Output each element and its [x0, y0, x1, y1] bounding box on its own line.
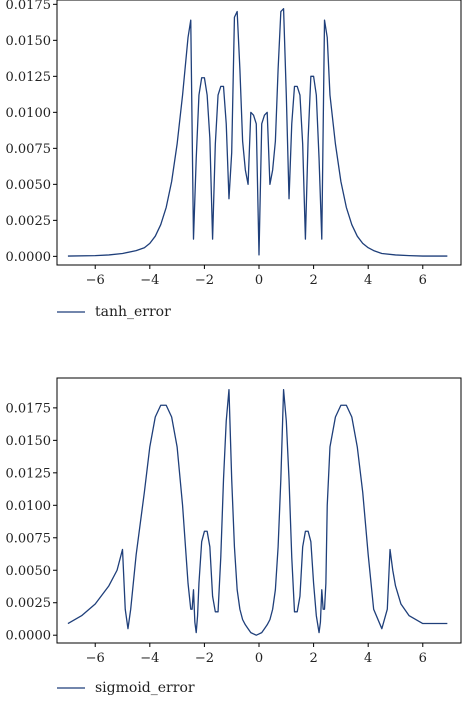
legend: tanh_error: [57, 304, 171, 320]
y-tick-label: 0.0125: [6, 70, 52, 85]
y-tick-label: 0.0025: [6, 214, 52, 229]
legend-label: tanh_error: [95, 304, 171, 320]
series-line-sigmoid_error: [67, 389, 448, 636]
y-tick-label: 0.0150: [6, 434, 52, 449]
legend: sigmoid_error: [57, 680, 195, 696]
y-tick-label: 0.0050: [6, 178, 52, 193]
y-tick-label: 0.0050: [6, 564, 52, 579]
x-tick-label: 4: [364, 273, 372, 288]
x-tick-label: 6: [419, 273, 427, 288]
x-tick-label: 0: [255, 651, 263, 666]
y-tick-label: 0.0075: [6, 142, 52, 157]
chart-1: −6 −4 −2 0 2 4 6 0.0000 0.0025 0.0050 0.0075 0.0100…: [6, 0, 462, 320]
y-tick-label: 0.0075: [6, 531, 52, 546]
series-line-tanh_error: [67, 7, 448, 257]
y-tick-label: 0.0175: [6, 401, 52, 416]
y-tick-label: 0.0125: [6, 466, 52, 481]
x-tick-label: 2: [309, 651, 317, 666]
x-tick-label: −6: [86, 273, 105, 288]
x-tick-label: 4: [364, 651, 372, 666]
y-tick-label: 0.0150: [6, 34, 52, 49]
x-tick-label: −2: [195, 651, 214, 666]
x-tick-label: 2: [309, 273, 317, 288]
legend-label: sigmoid_error: [95, 680, 195, 696]
y-tick-label: 0.0000: [6, 629, 52, 644]
y-tick-label: 0.0175: [6, 0, 52, 13]
y-tick-label: 0.0025: [6, 596, 52, 611]
x-tick-label: −4: [140, 273, 159, 288]
y-tick-label: 0.0000: [6, 250, 52, 265]
chart-2: −6 −4 −2 0 2 4 6 0.0000 0.0025 0.0050 0.0075 0.0100…: [6, 377, 462, 696]
y-tick-label: 0.0100: [6, 106, 52, 121]
x-tick-label: −4: [140, 651, 159, 666]
x-tick-label: −2: [195, 273, 214, 288]
x-tick-label: 0: [255, 273, 263, 288]
x-tick-label: 6: [419, 651, 427, 666]
x-tick-label: −6: [86, 651, 105, 666]
y-tick-label: 0.0100: [6, 499, 52, 514]
